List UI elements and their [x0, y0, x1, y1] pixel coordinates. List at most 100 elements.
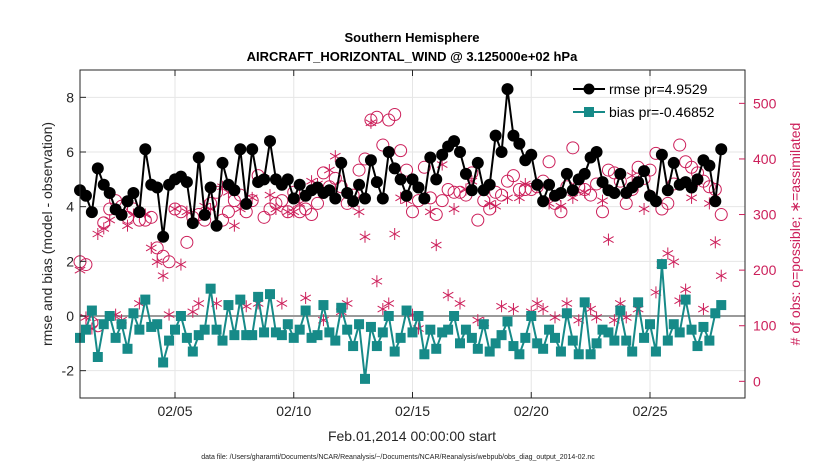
y-left-tick-label: 8: [66, 89, 74, 105]
obs-assimilated-point: [442, 289, 454, 302]
obs-assimilated-point: [157, 269, 169, 282]
obs-assimilated-point: [151, 255, 163, 268]
x-tick-label: 02/25: [632, 403, 667, 419]
rmse-point: [240, 197, 253, 210]
obs-assimilated-point: [424, 205, 436, 218]
obs-assimilated-point: [193, 297, 205, 310]
rmse-point: [537, 195, 550, 208]
bias-point: [348, 341, 359, 352]
bias-point: [104, 311, 115, 321]
y-axis-right-label: # of obs: o=possible; ∗=assimilated: [787, 123, 803, 346]
obs-assimilated-point: [389, 228, 401, 240]
obs-assimilated-point: [300, 291, 312, 304]
obs-assimilated-point: [163, 308, 175, 321]
bias-point: [490, 338, 501, 349]
rmse-point: [347, 195, 360, 208]
obs-assimilated-point: [448, 202, 460, 215]
bias-point: [460, 324, 471, 335]
rmse-point: [180, 176, 193, 189]
bias-point: [312, 330, 323, 341]
rmse-point: [246, 143, 259, 156]
bias-point: [98, 319, 109, 330]
bias-point: [437, 327, 448, 338]
obs-possible-point: [311, 196, 324, 210]
y-right-tick-label: 400: [753, 151, 777, 167]
rmse-point: [79, 189, 92, 202]
bias-point: [306, 332, 317, 343]
obs-assimilated-point: [697, 303, 709, 316]
obs-possible-point: [162, 255, 176, 269]
obs-possible-point: [489, 185, 503, 199]
bias-point: [514, 349, 525, 360]
rmse-point: [543, 178, 556, 191]
bias-point: [288, 332, 299, 343]
bias-point: [158, 357, 169, 368]
rmse-point: [264, 135, 276, 148]
rmse-point: [418, 192, 431, 205]
rmse-point: [400, 189, 413, 202]
y-left-tick-label: 2: [66, 253, 74, 269]
rmse-point: [388, 162, 401, 175]
bias-point: [122, 343, 133, 354]
rmse-point: [590, 146, 603, 158]
rmse-point: [192, 151, 205, 164]
obs-assimilated-point: [264, 189, 276, 202]
obs-possible-point: [388, 107, 402, 121]
bias-point: [140, 294, 151, 305]
bias-point: [597, 324, 608, 335]
bias-point: [152, 319, 163, 330]
rmse-point: [133, 206, 146, 219]
bias-point: [371, 341, 382, 352]
obs-possible-point: [180, 235, 194, 249]
bias-point: [484, 346, 495, 357]
rmse-point: [382, 146, 395, 158]
bias-point: [205, 283, 216, 294]
obs-assimilated-point: [228, 219, 240, 232]
obs-assimilated-point: [430, 239, 442, 252]
rmse-point: [424, 151, 437, 164]
obs-assimilated-point: [519, 177, 531, 190]
obs-assimilated-point: [680, 283, 692, 296]
legend-rmse-label: rmse pr=4.9529: [609, 81, 708, 97]
rmse-point: [85, 206, 98, 219]
bias-point: [573, 349, 584, 360]
data-file-footnote: data file: /Users/gharamti/Documents/NCA…: [201, 454, 595, 461]
rmse-point: [430, 173, 443, 186]
rmse-point: [258, 173, 271, 186]
obs-assimilated-point: [597, 194, 608, 207]
obs-possible-point: [661, 196, 675, 210]
bias-point: [674, 327, 685, 338]
chart-subtitle: AIRCRAFT_HORIZONTAL_WIND @ 3.125000e+02 …: [247, 49, 578, 64]
obs-assimilated-point: [502, 191, 513, 204]
obs-assimilated-point: [383, 297, 395, 310]
bias-point: [146, 321, 157, 332]
legend-bias-label: bias pr=-0.46852: [609, 104, 715, 120]
bias-point: [80, 324, 91, 335]
obs-assimilated-point: [371, 275, 383, 288]
bias-point: [265, 289, 275, 300]
obs-assimilated-point: [145, 241, 157, 254]
bias-point: [116, 319, 127, 330]
bias-point: [211, 324, 222, 335]
rmse-point: [691, 173, 704, 186]
bias-point: [318, 300, 329, 311]
obs-assimilated-point: [288, 205, 300, 218]
bias-point: [300, 305, 311, 316]
obs-assimilated-point: [104, 214, 116, 227]
bias-point: [294, 324, 305, 335]
bias-point: [443, 324, 454, 335]
bias-point: [431, 343, 442, 354]
bias-point: [526, 311, 537, 321]
obs-assimilated-point: [531, 297, 543, 310]
bias-point: [550, 332, 560, 343]
bias-point: [621, 335, 632, 346]
bias-point: [360, 373, 370, 384]
bias-point: [466, 332, 477, 343]
bias-point: [395, 332, 406, 343]
bias-point: [229, 330, 240, 341]
obs-assimilated-point: [365, 116, 377, 129]
bias-point: [455, 338, 465, 349]
rmse-point: [198, 208, 211, 221]
legend: rmse pr=4.9529 bias pr=-0.46852: [573, 81, 715, 120]
